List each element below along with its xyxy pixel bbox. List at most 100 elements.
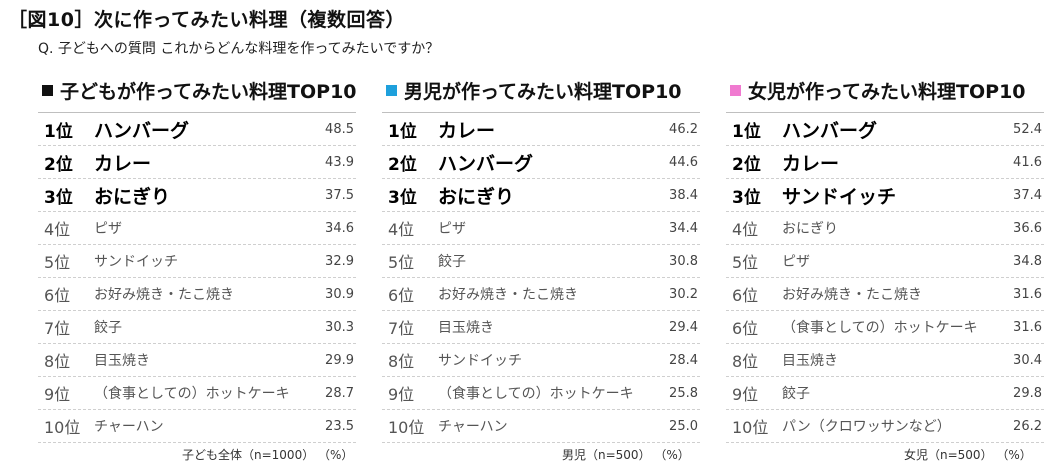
percent-value: 29.9 xyxy=(325,352,354,368)
rank-label: 1位 xyxy=(732,121,761,142)
dish-name: カレー xyxy=(782,152,840,175)
rank-label: 6位 xyxy=(44,286,71,305)
percent-value: 26.2 xyxy=(1013,418,1042,434)
table-row: 7位 目玉焼き 29.4 xyxy=(382,311,700,344)
rank-label: 6位 xyxy=(732,319,759,338)
percent-value: 31.6 xyxy=(1013,286,1042,302)
percent-value: 46.2 xyxy=(669,121,698,137)
percent-value: 37.5 xyxy=(325,187,354,203)
table-row: 1位 ハンバーグ 48.5 xyxy=(38,113,356,146)
ranking-table: 1位 カレー 46.2 2位 ハンバーグ 44.6 3位 おにぎり 38.4 4位 ピザ 34.4 5位… xyxy=(382,112,700,443)
rank-label: 6位 xyxy=(732,286,759,305)
dish-name: チャーハン xyxy=(94,419,164,435)
table-row: 8位 サンドイッチ 28.4 xyxy=(382,344,700,377)
table-row: 6位 お好み焼き・たこ焼き 31.6 xyxy=(726,278,1044,311)
table-row: 9位 （食事としての）ホットケーキ 28.7 xyxy=(38,377,356,410)
percent-value: 52.4 xyxy=(1013,121,1042,137)
table-row: 9位 餃子 29.8 xyxy=(726,377,1044,410)
rank-label: 9位 xyxy=(388,385,415,404)
rank-label: 2位 xyxy=(732,154,761,175)
dish-name: おにぎり xyxy=(438,185,515,208)
percent-value: 25.8 xyxy=(669,385,698,401)
square-marker-icon xyxy=(386,84,397,96)
table-row: 10位 チャーハン 25.0 xyxy=(382,410,700,443)
rank-label: 8位 xyxy=(388,352,415,371)
rank-label: 2位 xyxy=(388,154,417,175)
table-row: 10位 パン（クロワッサンなど） 26.2 xyxy=(726,410,1044,443)
rank-label: 5位 xyxy=(732,253,759,272)
table-row: 2位 カレー 41.6 xyxy=(726,146,1044,179)
dish-name: おにぎり xyxy=(782,221,838,237)
table-row: 9位 （食事としての）ホットケーキ 25.8 xyxy=(382,377,700,410)
percent-value: 30.8 xyxy=(669,253,698,269)
figure-title: ［図10］次に作ってみたい料理（複数回答） xyxy=(8,9,405,31)
table-row: 3位 サンドイッチ 37.4 xyxy=(726,179,1044,212)
dish-name: お好み焼き・たこ焼き xyxy=(94,287,234,303)
percent-value: 29.8 xyxy=(1013,385,1042,401)
percent-value: 34.8 xyxy=(1013,253,1042,269)
panel-girls: 女児が作ってみたい料理TOP10 1位 ハンバーグ 52.4 2位 カレー 41.6 3位サ… xyxy=(726,76,1044,443)
percent-value: 34.6 xyxy=(325,220,354,236)
table-row: 1位 カレー 46.2 xyxy=(382,113,700,146)
table-row: 4位 ピザ 34.4 xyxy=(382,212,700,245)
table-row: 8位 目玉焼き 29.9 xyxy=(38,344,356,377)
panel-boys: 男児が作ってみたい料理TOP10 1位 カレー 46.2 2位 ハンバーグ 44.6 3位お… xyxy=(382,76,700,443)
percent-value: 41.6 xyxy=(1013,154,1042,170)
panel-title: 女児が作ってみたい料理TOP10 xyxy=(748,80,1026,103)
percent-value: 28.4 xyxy=(669,352,698,368)
dish-name: 目玉焼き xyxy=(438,320,494,336)
footer-note-boys: 男児（n=500） （%） xyxy=(562,448,690,462)
ranking-table: 1位 ハンバーグ 48.5 2位 カレー 43.9 3位 おにぎり 37.5 4位 ピザ 34.6 5位… xyxy=(38,112,356,443)
percent-value: 29.4 xyxy=(669,319,698,335)
square-marker-icon xyxy=(42,84,53,96)
rank-label: 9位 xyxy=(732,385,759,404)
footer-note-all: 子ども全体（n=1000） （%） xyxy=(182,448,354,462)
percent-value: 30.4 xyxy=(1013,352,1042,368)
dish-name: 目玉焼き xyxy=(782,353,838,369)
table-row: 2位 カレー 43.9 xyxy=(38,146,356,179)
dish-name: サンドイッチ xyxy=(94,254,178,270)
percent-value: 30.3 xyxy=(325,319,354,335)
rank-label: 8位 xyxy=(44,352,71,371)
table-row: 3位 おにぎり 37.5 xyxy=(38,179,356,212)
percent-value: 44.6 xyxy=(669,154,698,170)
dish-name: お好み焼き・たこ焼き xyxy=(438,287,578,303)
dish-name: ハンバーグ xyxy=(782,119,878,142)
percent-value: 30.2 xyxy=(669,286,698,302)
rank-label: 5位 xyxy=(388,253,415,272)
dish-name: チャーハン xyxy=(438,419,508,435)
dish-name: 餃子 xyxy=(782,386,810,402)
rank-label: 1位 xyxy=(388,121,417,142)
ranking-table: 1位 ハンバーグ 52.4 2位 カレー 41.6 3位 サンドイッチ 37.4 4位 おにぎり 36… xyxy=(726,112,1044,443)
dish-name: ピザ xyxy=(94,221,122,237)
table-row: 8位 目玉焼き 30.4 xyxy=(726,344,1044,377)
dish-name: （食事としての）ホットケーキ xyxy=(438,386,634,402)
percent-value: 37.4 xyxy=(1013,187,1042,203)
panel-title: 男児が作ってみたい料理TOP10 xyxy=(404,80,682,103)
table-row: 5位 サンドイッチ 32.9 xyxy=(38,245,356,278)
rank-label: 10位 xyxy=(388,418,425,437)
table-row: 5位 餃子 30.8 xyxy=(382,245,700,278)
rank-label: 1位 xyxy=(44,121,73,142)
table-row: 4位 おにぎり 36.6 xyxy=(726,212,1044,245)
dish-name: サンドイッチ xyxy=(438,353,522,369)
rank-label: 3位 xyxy=(44,187,73,208)
dish-name: パン（クロワッサンなど） xyxy=(782,419,951,435)
table-row: 2位 ハンバーグ 44.6 xyxy=(382,146,700,179)
panel-title: 子どもが作ってみたい料理TOP10 xyxy=(60,80,357,103)
percent-value: 36.6 xyxy=(1013,220,1042,236)
table-row: 3位 おにぎり 38.4 xyxy=(382,179,700,212)
rank-label: 4位 xyxy=(388,220,415,239)
percent-value: 34.4 xyxy=(669,220,698,236)
dish-name: お好み焼き・たこ焼き xyxy=(782,287,922,303)
square-marker-icon xyxy=(730,84,741,96)
percent-value: 30.9 xyxy=(325,286,354,302)
rank-label: 7位 xyxy=(388,319,415,338)
dish-name: 餃子 xyxy=(94,320,122,336)
rank-label: 6位 xyxy=(388,286,415,305)
percent-value: 28.7 xyxy=(325,385,354,401)
rank-label: 4位 xyxy=(44,220,71,239)
percent-value: 32.9 xyxy=(325,253,354,269)
dish-name: ハンバーグ xyxy=(94,119,190,142)
dish-name: おにぎり xyxy=(94,185,171,208)
